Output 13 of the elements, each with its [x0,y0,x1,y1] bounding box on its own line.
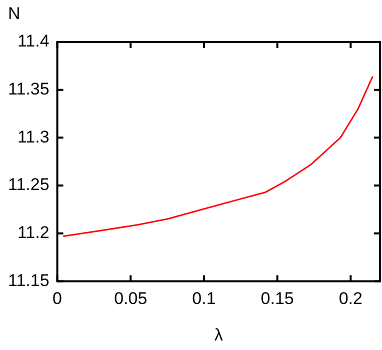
x-axis-title: λ [214,325,224,344]
y-axis-title: N [8,4,20,24]
y-tick-label: 11.2 [17,223,50,242]
y-tick-label: 11.35 [8,80,50,99]
x-tick-label: 0.05 [114,289,148,308]
x-tick-label: 0.15 [260,289,294,308]
y-tick-label: 11.4 [17,32,50,51]
y-tick-label: 11.15 [8,270,50,290]
y-tick-label: 11.25 [8,175,50,194]
y-tick-label: 11.3 [17,127,50,146]
x-tick-label: 0 [52,289,62,308]
x-tick-label: 0.2 [338,289,362,308]
x-tick-label: 0.1 [192,289,216,308]
